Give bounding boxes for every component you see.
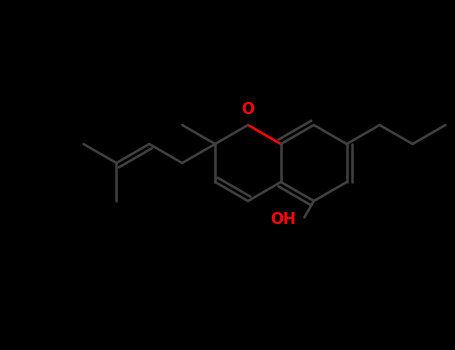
Text: O: O — [242, 102, 254, 117]
Text: OH: OH — [271, 212, 296, 227]
